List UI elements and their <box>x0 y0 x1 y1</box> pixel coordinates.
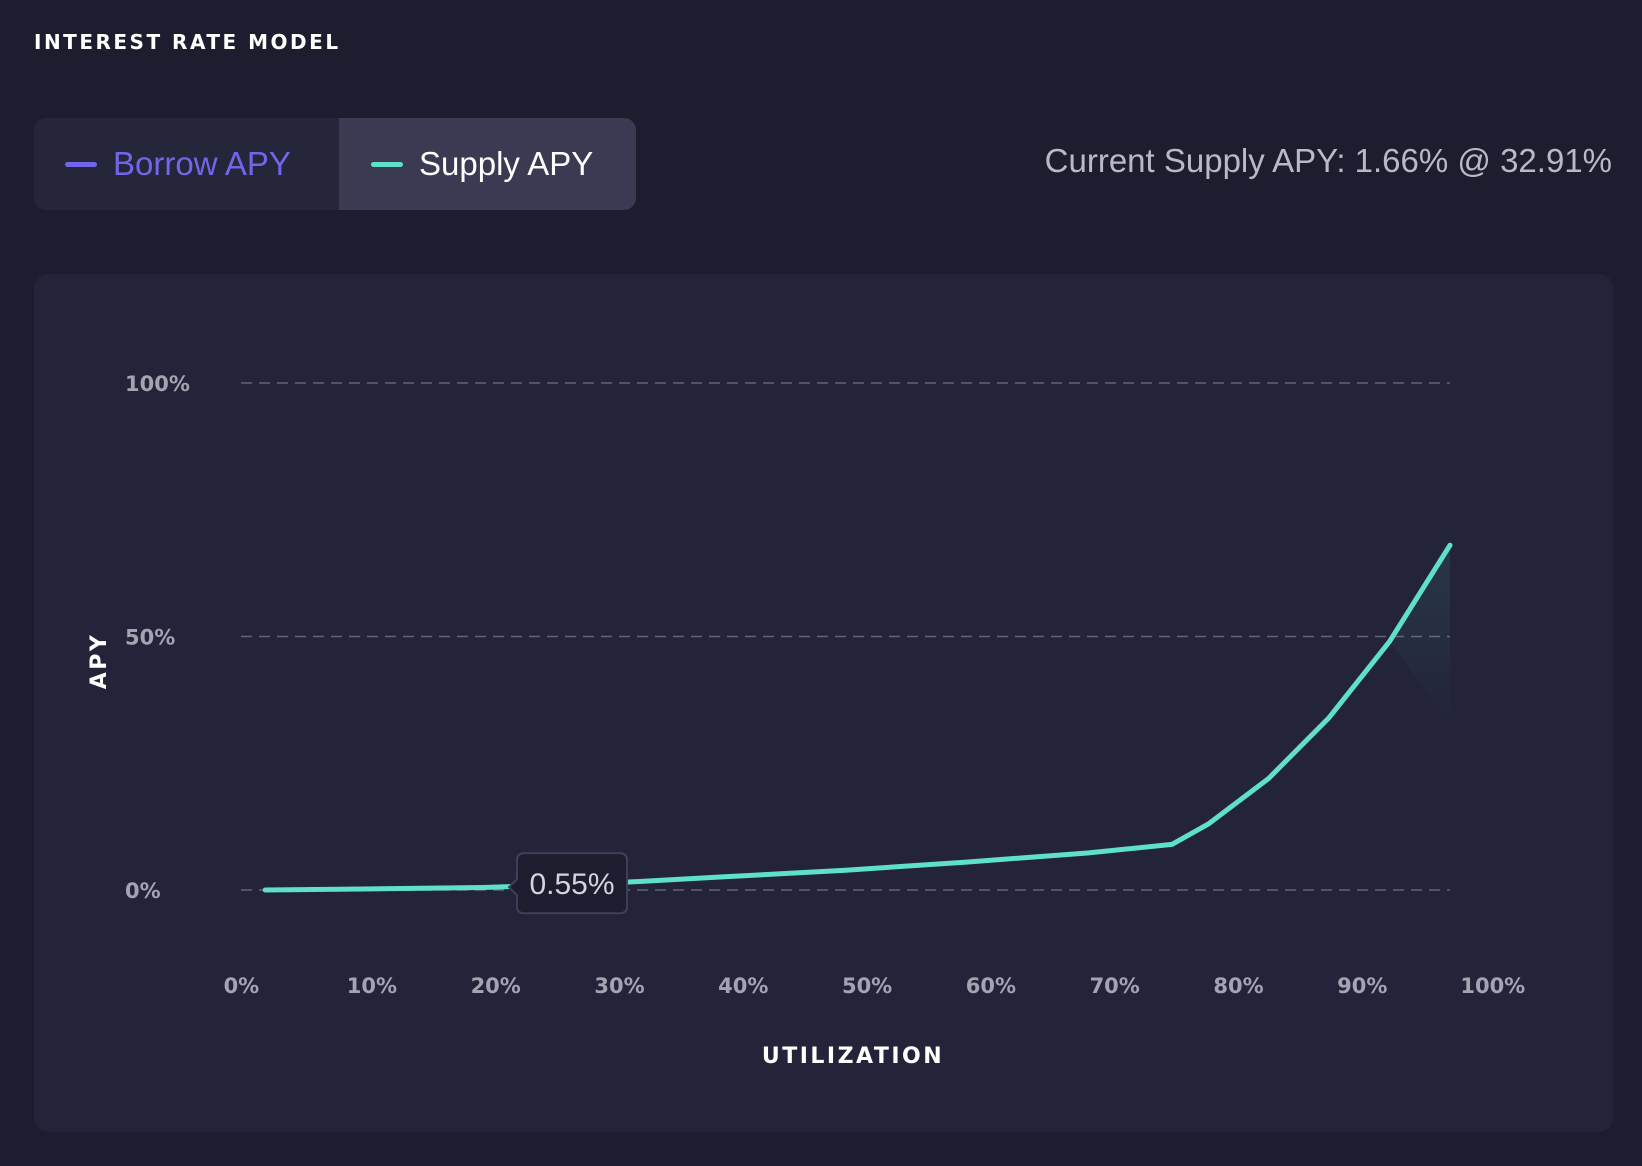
tooltip-value: 0.55% <box>529 868 614 901</box>
supply-apy-label: Supply APY <box>419 145 593 183</box>
x-tick-label: 0% <box>224 974 260 998</box>
current-supply-apy: Current Supply APY: 1.66% @ 32.91% <box>1045 142 1612 180</box>
borrow-apy-swatch-icon <box>65 162 97 167</box>
borrow-apy-label: Borrow APY <box>113 145 291 183</box>
x-tick-label: 80% <box>1213 974 1263 998</box>
chart-tooltip: 0.55% <box>509 853 627 913</box>
x-tick-label: 90% <box>1337 974 1387 998</box>
chart-card: 0% 50% 100% 0% 10% 20% 30% 40% 50% 60% 70% 80% 90% 1… <box>34 274 1613 1132</box>
x-tick-label: 50% <box>842 974 892 998</box>
y-tick-label: 50% <box>125 626 175 650</box>
y-tick-label: 0% <box>125 879 161 903</box>
x-tick-label: 30% <box>594 974 644 998</box>
x-tick-label: 20% <box>471 974 521 998</box>
series-toggle-group: Borrow APY Supply APY <box>34 118 636 210</box>
supply-apy-area <box>1390 545 1451 723</box>
section-title: INTEREST RATE MODEL <box>34 30 341 54</box>
supply-apy-line <box>265 545 1450 890</box>
y-axis-title: APY <box>87 633 112 690</box>
supply-apy-swatch-icon <box>371 162 403 167</box>
x-tick-label: 10% <box>347 974 397 998</box>
x-tick-label: 40% <box>718 974 768 998</box>
x-axis-title: UTILIZATION <box>762 1044 944 1069</box>
x-tick-label: 60% <box>966 974 1016 998</box>
x-tick-label: 100% <box>1460 974 1525 998</box>
x-tick-label: 70% <box>1090 974 1140 998</box>
borrow-apy-toggle[interactable]: Borrow APY <box>34 118 339 210</box>
interest-rate-chart[interactable]: 0% 50% 100% 0% 10% 20% 30% 40% 50% 60% 70% 80% 90% 1… <box>34 274 1613 1132</box>
y-tick-label: 100% <box>125 372 190 396</box>
supply-apy-toggle[interactable]: Supply APY <box>339 118 636 210</box>
